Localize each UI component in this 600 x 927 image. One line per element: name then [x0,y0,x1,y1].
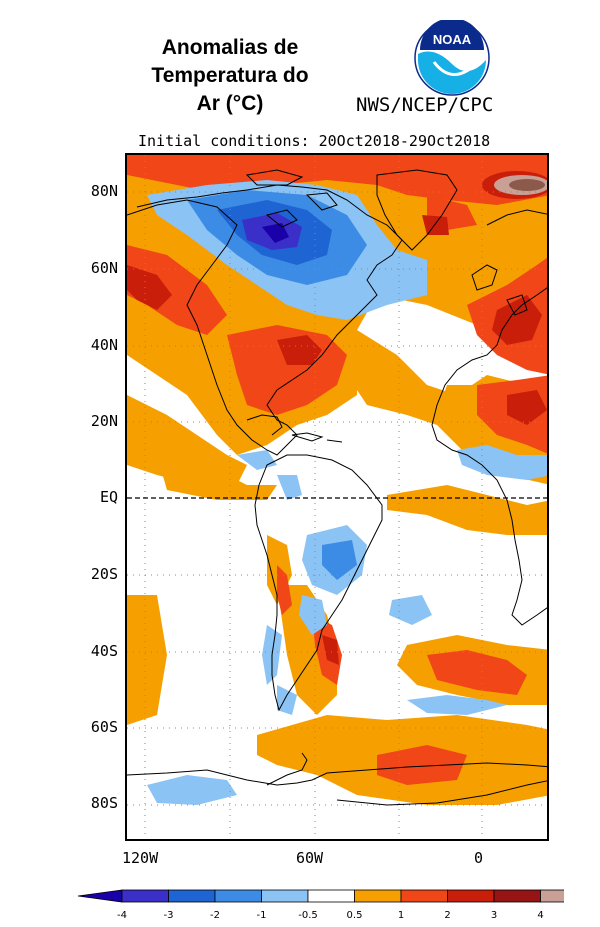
lon-label-60w: 60W [296,849,324,867]
colorbar-box [354,889,402,903]
colorbar-tick-label: 0.5 [347,910,363,921]
lon-label-0: 0 [474,849,484,867]
lon-label-120w: 120W [122,849,159,867]
colorbar-box [121,889,169,903]
colorbar-box [307,889,355,903]
graticule [127,155,547,839]
colorbar-box [261,889,309,903]
title-line-1: Anomalias de [161,36,299,59]
map-title: Anomalias de Temperatura do Ar (°C) [120,34,340,118]
colorbar-box [540,889,564,903]
colorbar-tick-label: -3 [164,910,174,921]
logo-text: NOAA [433,32,472,47]
colorbar-tick-label: 1 [398,910,404,921]
colorbar-tick-label: -2 [210,910,220,921]
colorbar-tick-label: 3 [491,910,497,921]
colorbar-box [168,889,216,903]
lat-label-20s: 20S [90,565,118,583]
lat-label-80s: 80S [90,794,118,812]
lat-label-20n: 20N [90,412,118,430]
map-canvas [127,155,547,839]
colorbar-tick-label: -0.5 [298,910,318,921]
lat-label-eq: EQ [99,488,118,506]
colorbar-tick-label: -4 [117,910,127,921]
extreme-anomaly-field [494,175,547,195]
title-line-2: Temperatura do [151,64,309,87]
colorbar-box [400,889,448,903]
anomaly-map [125,153,549,841]
lat-label-40s: 40S [90,642,118,660]
colorbar-labels: -4 -3 -2 -1 -0.5 0.5 1 2 3 4 [117,910,544,921]
colorbar-tick-label: 2 [444,910,450,921]
colorbar: -4 -3 -2 -1 -0.5 0.5 1 2 3 4 [77,889,564,921]
negative-anomaly-fields [147,180,547,805]
lat-label-40n: 40N [90,336,118,354]
lat-label-80n: 80N [90,182,118,200]
coastlines [127,169,547,806]
colorbar-box [493,889,541,903]
colorbar-box [214,889,262,903]
colorbar-tick-label: -1 [257,910,267,921]
colorbar-tick-label: 4 [537,910,543,921]
colorbar-boxes [77,889,564,903]
agency-label: NWS/NCEP/CPC [356,94,494,116]
initial-conditions-label: Initial conditions: 20Oct2018-29Oct2018 [138,132,491,150]
noaa-logo: NOAA [414,20,490,96]
title-line-3: Ar (°C) [196,92,264,115]
colorbar-box [447,889,495,903]
lat-label-60n: 60N [90,259,118,277]
colorbar-arrow-left [77,889,123,903]
lat-label-60s: 60S [90,718,118,736]
